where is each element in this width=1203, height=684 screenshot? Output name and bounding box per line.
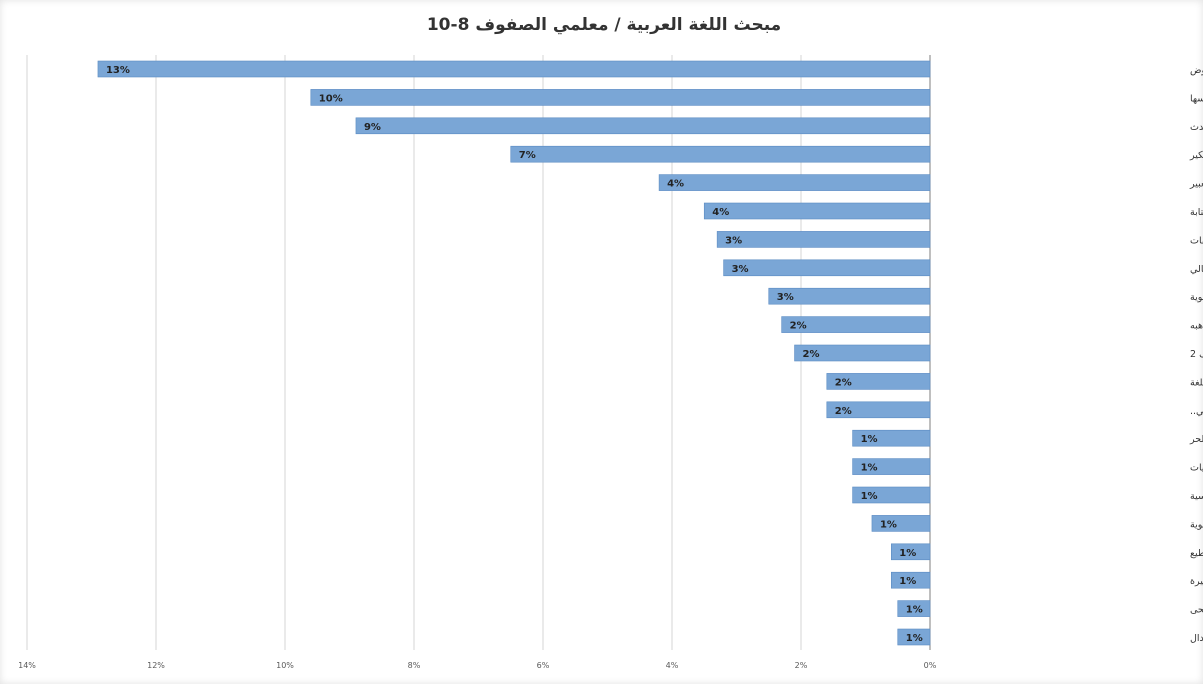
bar	[794, 344, 931, 362]
bar	[658, 174, 931, 191]
x-tick-label: 4%	[666, 661, 679, 670]
bar	[890, 571, 931, 589]
bar	[826, 373, 931, 390]
x-tick-label: 2%	[795, 661, 808, 670]
category-label: التطبيقات اللغوية	[1190, 519, 1203, 530]
bar-value-label: 1%	[880, 519, 897, 530]
bar-value-label: 9%	[364, 122, 381, 133]
bar	[897, 628, 931, 646]
x-tick-label: 8%	[408, 661, 421, 670]
category-label: مهارات القراءة والكتابة والاستماع التحدث	[1190, 122, 1203, 133]
category-label: القواعد و العروض	[1190, 65, 1203, 76]
bar	[852, 429, 931, 447]
bar-value-label: 2%	[835, 406, 852, 417]
bar-value-label: 7%	[519, 150, 536, 161]
bar-value-label: 2%	[790, 321, 807, 332]
bar-value-label: 4%	[712, 207, 729, 218]
category-label: الكتابة العروضية والوزن والتقطيع	[1190, 548, 1203, 559]
bar-value-label: 3%	[777, 292, 794, 303]
category-label: قواعد اللغة العربية واستراتيجيات تدريسها	[1190, 93, 1203, 104]
x-tick-label: 6%	[537, 661, 550, 670]
bar	[871, 515, 931, 532]
category-label: النقد الأدبي ووظيفته ومصطلحاته ومذاهبه	[1190, 320, 1203, 332]
x-tick-label: 14%	[18, 661, 36, 670]
category-label: نحووصرف 2	[1190, 349, 1203, 360]
bar	[310, 89, 931, 106]
category-label: صياغة المصادر القياسية وغير القياسية	[1190, 491, 1203, 502]
bar	[703, 202, 931, 220]
category-label: لسانيات	[1190, 463, 1203, 474]
bar	[97, 60, 931, 78]
bar	[781, 316, 931, 333]
x-tick-label: 12%	[147, 661, 165, 670]
x-tick-label: 0%	[924, 661, 937, 670]
bar	[355, 117, 931, 135]
bar	[768, 287, 931, 305]
bar-value-label: 2%	[835, 377, 852, 388]
category-label: قواعد وتطبيقات	[1190, 235, 1203, 246]
bar-value-label: 1%	[906, 605, 923, 616]
category-label: محاضرات في التحدث باللغة العربية الفصحى	[1190, 605, 1203, 616]
category-label: دورة تدريبية في محكات التفكير	[1189, 150, 1203, 161]
bar-value-label: 13%	[106, 65, 130, 76]
category-label: قضايا اللغوية	[1190, 292, 1203, 303]
bar	[510, 145, 931, 163]
bar	[716, 231, 931, 248]
category-label: خطوات كتابة موضوع التعبير	[1189, 179, 1203, 190]
bar-value-label: 1%	[861, 434, 878, 445]
bar-value-label: 3%	[732, 264, 749, 275]
bar-value-label: 4%	[667, 179, 684, 190]
bar-value-label: 2%	[803, 349, 820, 360]
bar	[852, 486, 931, 504]
bar-value-label: 1%	[861, 491, 878, 502]
bar	[826, 401, 931, 419]
category-label: المهارات الانتاجية في اللغة	[1190, 377, 1203, 388]
category-label: النبعر الحر	[1189, 434, 1203, 445]
bar-value-label: 10%	[319, 93, 343, 104]
category-label: القواعد الإملائية والمصطلحات والمفهومات …	[1190, 207, 1203, 218]
bar	[723, 259, 931, 277]
bar-value-label: 1%	[861, 463, 878, 474]
bar-value-label: 3%	[725, 235, 742, 246]
bar	[897, 600, 931, 617]
bar	[890, 543, 931, 561]
category-label: مهارة قراءة النص المعرفي..	[1190, 406, 1203, 417]
bar	[852, 458, 931, 475]
category-label: وزن الكلمة صرفيًا وبيان ما حصل فيها من إ…	[1190, 631, 1203, 644]
category-label: دورة في فنون المسرح والمقالة والقصة القص…	[1190, 576, 1203, 587]
bar-value-label: 1%	[899, 548, 916, 559]
chart-title: مبحث اللغة العربية / معلمي الصفوف 8-10	[427, 15, 781, 35]
x-tick-label: 10%	[276, 661, 294, 670]
bar-value-label: 1%	[906, 633, 923, 644]
bar-value-label: 1%	[899, 576, 916, 587]
category-label: توظيف التعبير الحركي والتوازن الإنفعالي	[1190, 264, 1203, 275]
